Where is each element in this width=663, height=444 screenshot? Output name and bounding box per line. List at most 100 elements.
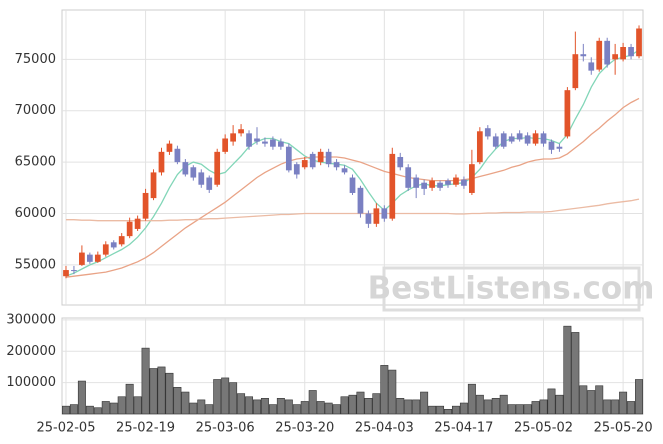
- volume-bar: [467, 383, 476, 415]
- x-tick-label: 25-02-19: [116, 421, 175, 436]
- volume-bar: [555, 394, 564, 415]
- candle-body: [373, 208, 380, 224]
- volume-bar: [404, 399, 413, 415]
- candle-body: [429, 180, 435, 188]
- candle-body: [333, 162, 340, 168]
- candle-body: [126, 221, 133, 237]
- x-tick-label: 25-03-20: [275, 421, 334, 436]
- candle-body: [620, 47, 626, 60]
- volume-bar: [61, 405, 70, 415]
- volume-bar: [444, 408, 452, 415]
- volume-bar: [531, 401, 540, 415]
- candle-body: [341, 168, 348, 173]
- volume-bar: [181, 391, 190, 415]
- volume-bar: [133, 396, 142, 415]
- volume-bar: [221, 377, 230, 415]
- volume-bar: [451, 405, 460, 415]
- volume-bar: [101, 401, 110, 415]
- candle-body: [500, 133, 507, 147]
- candle-body: [604, 40, 611, 65]
- candle-body: [484, 128, 491, 137]
- volume-bar: [268, 404, 277, 415]
- candle-body: [349, 177, 356, 193]
- candle-body: [397, 156, 404, 168]
- volume-bar: [157, 366, 166, 415]
- volume-bar: [292, 404, 301, 415]
- candle-body: [102, 244, 109, 255]
- candle-body: [469, 164, 475, 193]
- volume-bar: [197, 399, 206, 415]
- volume-bar: [205, 404, 214, 415]
- candle-body: [564, 90, 571, 137]
- y-tick-label: 55000: [15, 257, 56, 272]
- candle-body: [301, 160, 308, 168]
- candle-body: [580, 54, 587, 57]
- candle-body: [134, 218, 141, 229]
- volume-bar: [396, 398, 405, 415]
- volume-bar: [635, 379, 644, 415]
- volume-bar: [253, 399, 261, 415]
- candle-body: [63, 270, 69, 277]
- volume-bar: [93, 407, 102, 415]
- x-tick-label: 25-04-17: [434, 421, 493, 436]
- candle-body: [508, 136, 515, 142]
- candle-body: [278, 141, 284, 147]
- candle-body: [516, 133, 523, 140]
- candle-body: [190, 167, 197, 178]
- candle-body: [453, 177, 459, 185]
- candle-body: [110, 242, 117, 248]
- volume-bar: [507, 404, 516, 415]
- volume-bar: [571, 332, 580, 415]
- volume-bar: [284, 399, 293, 415]
- volume-bar: [229, 382, 238, 415]
- moving-average-line: [66, 198, 640, 222]
- volume-bar: [587, 390, 596, 415]
- volume-bar: [141, 347, 150, 415]
- candle-body: [158, 151, 165, 173]
- candle-body: [293, 164, 300, 175]
- candle-body: [238, 129, 244, 134]
- candle-body: [206, 177, 213, 190]
- volume-bar: [364, 398, 373, 415]
- volume-bar: [475, 394, 484, 415]
- volume-bar: [316, 401, 325, 415]
- volume-bar: [300, 401, 309, 415]
- candle-body: [309, 153, 316, 168]
- volume-bar: [260, 398, 269, 415]
- y-tick-label: 75000: [15, 52, 56, 67]
- candle-body: [461, 179, 467, 186]
- candle-body: [413, 177, 420, 188]
- volume-bar: [627, 401, 636, 415]
- candle-body: [222, 138, 229, 152]
- candle-body: [174, 148, 181, 163]
- volume-bar: [436, 405, 445, 415]
- candle-body: [182, 162, 189, 175]
- candle-body: [246, 133, 252, 147]
- volume-bar: [213, 379, 222, 415]
- volume-bar: [499, 394, 508, 415]
- candle-body: [540, 133, 547, 144]
- candle-body: [214, 151, 221, 185]
- watermark-box: [382, 266, 641, 312]
- y-tick-label: 100000: [6, 375, 56, 390]
- volume-bar: [611, 399, 620, 415]
- volume-bar: [109, 402, 118, 415]
- candle-body: [150, 172, 157, 199]
- volume-bar: [372, 393, 381, 415]
- candle-body: [365, 213, 372, 224]
- volume-bar: [165, 372, 174, 415]
- y-tick-label: 60000: [15, 206, 56, 221]
- volume-bar: [579, 385, 588, 415]
- volume-bar: [483, 399, 492, 415]
- candle-body: [572, 54, 579, 89]
- volume-bar: [603, 399, 612, 415]
- candle-body: [142, 192, 149, 219]
- candle-body: [405, 167, 412, 188]
- volume-bar: [420, 391, 429, 415]
- candle-body: [94, 254, 101, 262]
- volume-bar: [276, 398, 285, 415]
- x-tick-label: 25-05-20: [594, 421, 653, 436]
- moving-average-line: [65, 49, 640, 277]
- volume-bar: [117, 396, 126, 415]
- candle-body: [532, 133, 539, 144]
